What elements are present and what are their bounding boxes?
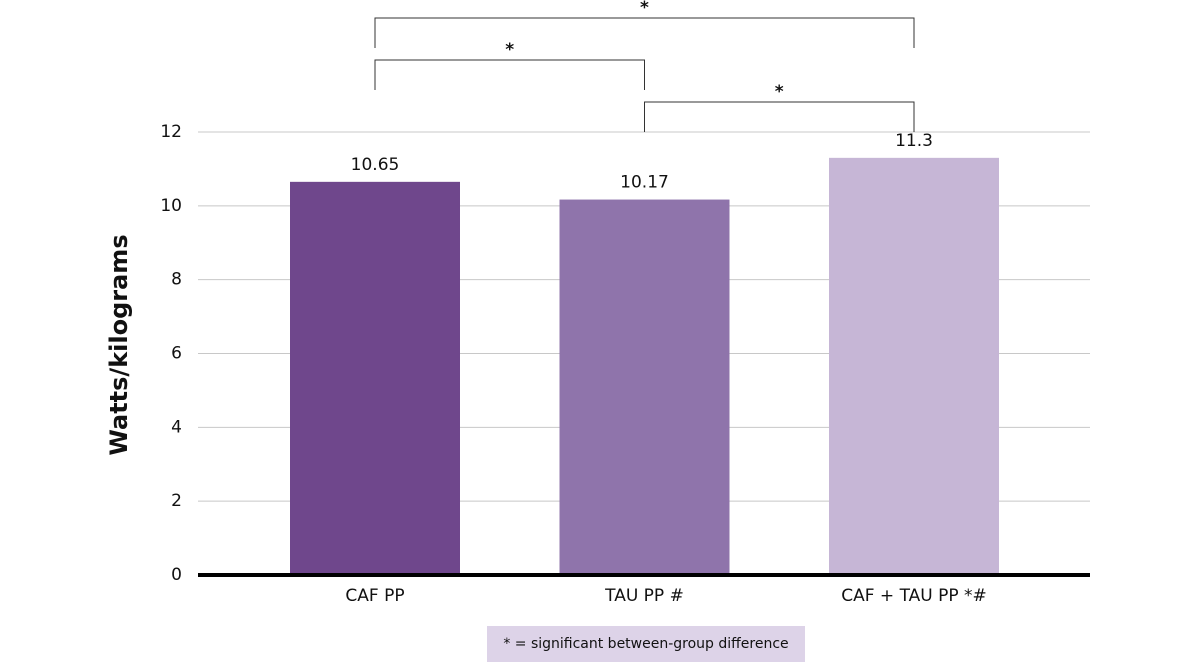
bar [559, 199, 730, 575]
y-tick-label: 8 [171, 270, 182, 290]
bar [829, 157, 999, 575]
x-tick-label: CAF PP [345, 586, 404, 606]
bar [290, 181, 460, 575]
significance-bracket [644, 101, 915, 132]
y-tick-label: 12 [160, 122, 182, 142]
significance-bracket [374, 59, 645, 90]
y-tick-label: 10 [160, 196, 182, 216]
y-tick-label: 6 [171, 344, 182, 364]
y-axis-label: Watts/kilograms [105, 234, 133, 455]
y-tick-label: 4 [171, 417, 182, 437]
y-tick-label: 2 [171, 491, 182, 511]
significance-bracket [374, 17, 915, 48]
x-tick-label: TAU PP # [604, 586, 684, 606]
value-label: 10.65 [351, 155, 400, 175]
x-tick-label: CAF + TAU PP *# [841, 586, 987, 606]
y-tick-label: 0 [171, 565, 182, 585]
note-box [487, 626, 805, 662]
significance-marker: * [505, 40, 514, 60]
note: * = significant between-group difference [503, 636, 788, 652]
significance-marker: * [775, 82, 784, 102]
value-label: 10.17 [620, 173, 669, 193]
value-label: 11.3 [895, 131, 933, 151]
significance-marker: * [640, 0, 649, 18]
